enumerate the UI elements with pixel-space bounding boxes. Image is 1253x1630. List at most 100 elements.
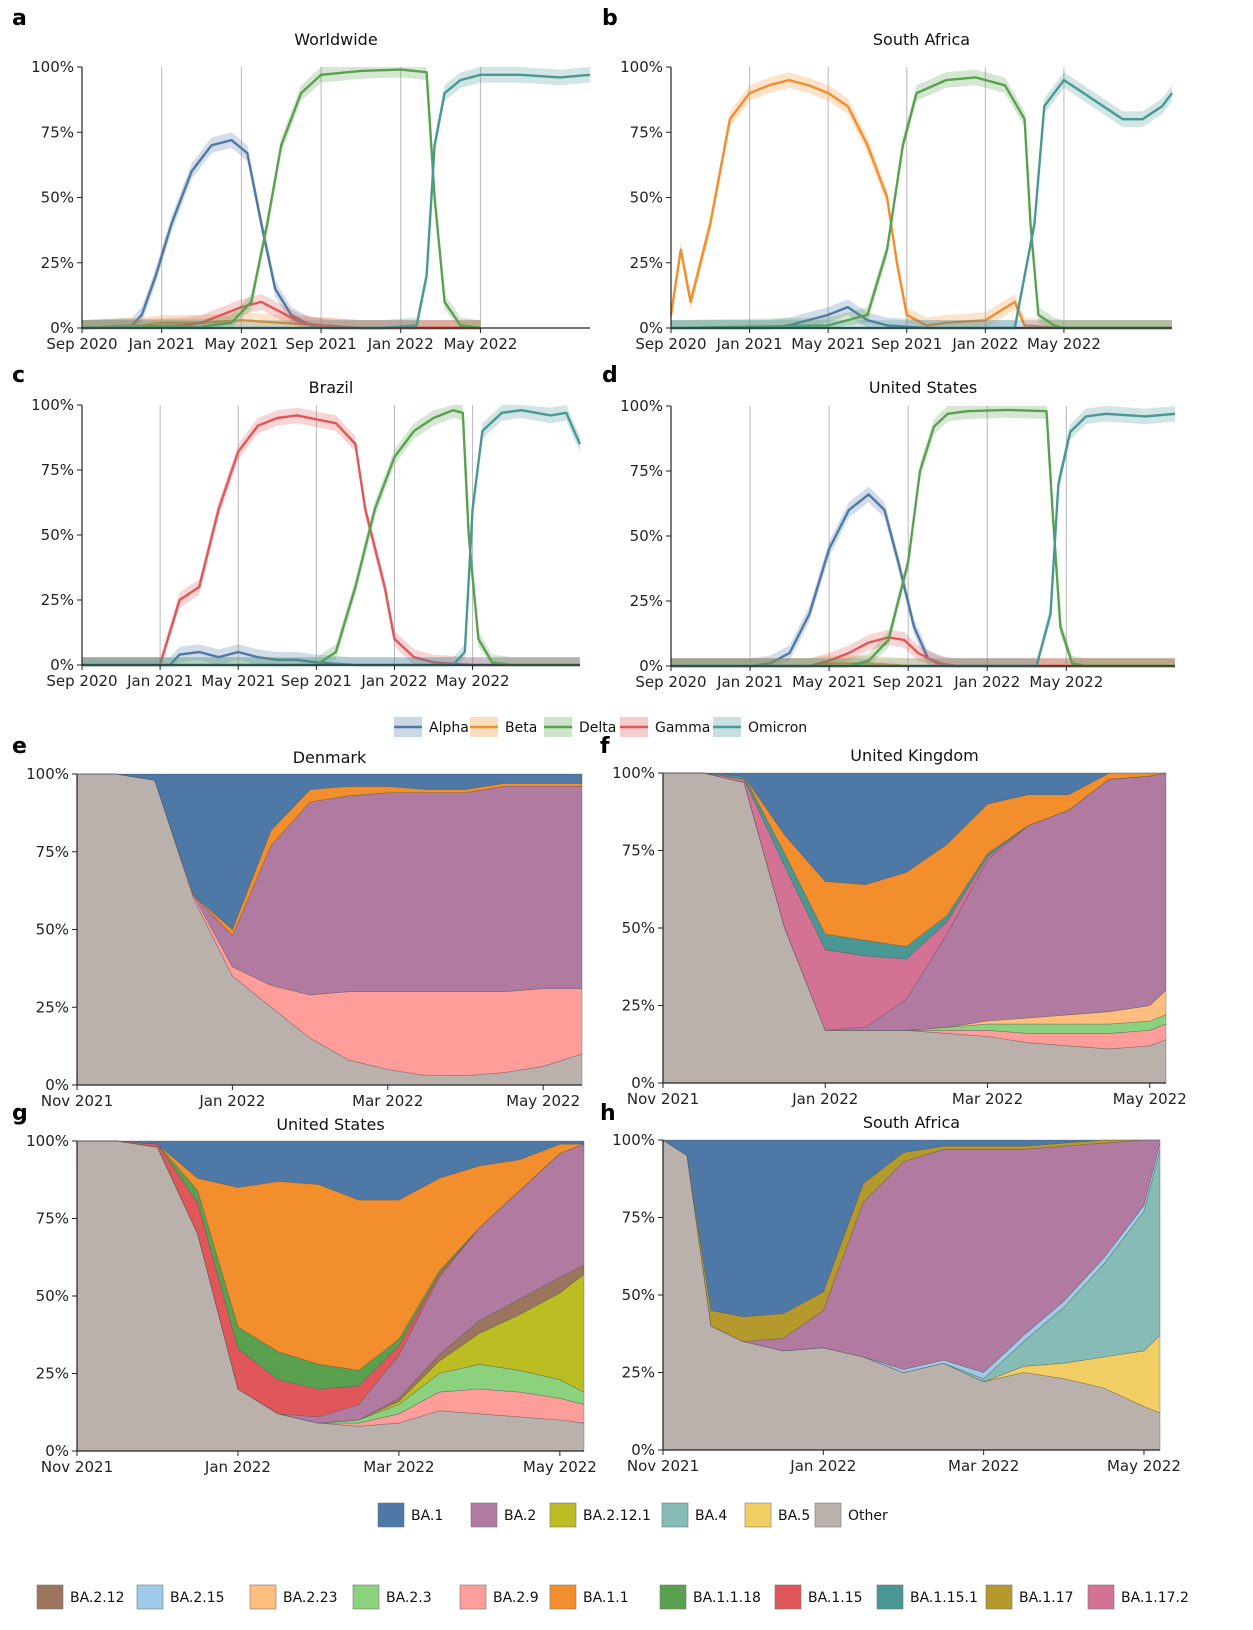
- x-tick-label: Nov 2021: [627, 1457, 699, 1475]
- area-ba-1: [661, 1139, 1160, 1318]
- legend-item-beta: Beta: [470, 717, 537, 737]
- x-tick-label: Jan 2022: [953, 673, 1020, 691]
- y-tick-label: 25%: [630, 592, 663, 610]
- x-tick-label: Mar 2022: [363, 1458, 434, 1476]
- series-line-omicron: [82, 409, 582, 667]
- x-tick-label: Sep 2021: [871, 335, 942, 353]
- legend-swatch: [459, 1584, 487, 1610]
- legend-item: BA.1.1.18: [659, 1584, 761, 1610]
- y-tick-label: 25%: [622, 997, 655, 1015]
- y-tick-label: 100%: [612, 764, 655, 782]
- panel-d: d United States 0% 25% 50% 75% 100% Sep 2020 Jan…: [602, 363, 1176, 691]
- legend-label: BA.1.17.2: [1121, 1590, 1189, 1606]
- series-band-gamma: [82, 407, 580, 665]
- y-tick-label: 100%: [26, 765, 69, 783]
- y-tick-label: 100%: [31, 396, 74, 414]
- legend-label: BA.2.12: [70, 1590, 125, 1606]
- legend-swatch: [549, 1584, 577, 1610]
- series-line-alpha: [82, 650, 580, 667]
- panel-label: h: [600, 1101, 616, 1126]
- legend-swatch: [549, 1502, 577, 1528]
- legend-label: BA.2.12.1: [583, 1508, 651, 1524]
- legend-swatch: [470, 1502, 498, 1528]
- series-band-omicron: [82, 405, 580, 665]
- panel-label: a: [12, 6, 27, 31]
- series-band-delta: [82, 405, 580, 665]
- series-line-alpha: [81, 138, 481, 330]
- panel-label: g: [12, 1101, 28, 1126]
- legend-label: Alpha: [429, 720, 469, 736]
- legend-swatch: [744, 1502, 772, 1528]
- y-tick-label: 25%: [622, 1364, 655, 1382]
- legend-item: BA.2.23: [249, 1584, 338, 1610]
- series-line-alpha: [671, 493, 1175, 668]
- legend-label: BA.1.15: [808, 1590, 863, 1606]
- x-tick-label: Jan 2022: [367, 335, 434, 353]
- series-line-gamma: [81, 300, 481, 330]
- series-band-delta: [671, 406, 1175, 666]
- x-tick-label: May 2022: [443, 335, 517, 353]
- x-tick-label: Sep 2020: [635, 335, 706, 353]
- x-tick-label: Jan 2022: [789, 1457, 856, 1475]
- y-tick-label: 0%: [631, 1441, 655, 1459]
- y-tick-label: 75%: [630, 123, 663, 141]
- y-tick-label: 75%: [41, 461, 74, 479]
- legend-label: Delta: [579, 720, 616, 736]
- legend-item: BA.1.15: [774, 1584, 863, 1610]
- panel-a: a Worldwide 0% 25% 50% 75% 100% Sep 2020 Jan 202…: [12, 6, 591, 353]
- x-tick-label: Nov 2021: [41, 1458, 113, 1476]
- legend-variants: Alpha Beta Delta Gamma Omicron: [394, 717, 807, 737]
- panel-title: United States: [869, 378, 977, 397]
- y-tick-label: 0%: [45, 1076, 69, 1094]
- x-tick-label: Sep 2020: [46, 335, 117, 353]
- legend-label: BA.4: [695, 1508, 727, 1524]
- area-ba-1: [77, 773, 583, 931]
- legend-label: BA.2.15: [170, 1590, 225, 1606]
- y-tick-label: 25%: [36, 1365, 69, 1383]
- series-band-beta: [82, 312, 481, 328]
- series-band-alpha: [82, 644, 580, 665]
- x-tick-label: Mar 2022: [952, 1090, 1023, 1108]
- legend-item: BA.1.17: [985, 1584, 1074, 1610]
- panel-g: g United States 0% 25% 50% 75% 100% Nov 2021 Jan…: [12, 1101, 597, 1476]
- series-line-delta: [670, 76, 1172, 330]
- y-tick-label: 100%: [620, 397, 663, 415]
- legend-label: Gamma: [655, 720, 710, 736]
- legend-item-delta: Delta: [544, 717, 616, 737]
- legend-swatch: [352, 1584, 380, 1610]
- legend-item: BA.1.1: [549, 1584, 629, 1610]
- y-tick-label: 50%: [41, 526, 74, 544]
- x-tick-label: May 2022: [506, 1092, 580, 1110]
- panel-title: United Kingdom: [850, 746, 978, 765]
- panel-title: United States: [276, 1115, 384, 1134]
- panel-title: Denmark: [293, 748, 367, 767]
- series-line-beta: [669, 78, 1172, 330]
- series-band-beta: [671, 655, 1175, 666]
- legend-swatch: [1087, 1584, 1115, 1610]
- series-band-alpha: [671, 486, 1175, 666]
- x-tick-label: Mar 2022: [352, 1092, 423, 1110]
- legend-swatch: [249, 1584, 277, 1610]
- legend-label: BA.2: [504, 1508, 536, 1524]
- legend-swatch: [661, 1502, 689, 1528]
- x-tick-label: Sep 2021: [873, 673, 944, 691]
- series-line-omicron: [671, 78, 1173, 330]
- x-tick-label: May 2022: [1027, 335, 1101, 353]
- panel-label: f: [600, 734, 610, 759]
- series-line-delta: [82, 409, 580, 667]
- y-tick-label: 25%: [41, 591, 74, 609]
- legend-item-alpha: Alpha: [394, 717, 469, 737]
- panel-e: e Denmark 0% 25% 50% 75% 100% Nov 2021 Jan 2022 M…: [12, 734, 583, 1110]
- y-tick-label: 100%: [31, 58, 74, 76]
- series-line-delta: [81, 68, 481, 330]
- panel-c: c Brazil 0% 25% 50% 75% 100% Sep 2020 Jan 2021 Ma…: [12, 363, 582, 690]
- series-band-delta: [82, 67, 481, 328]
- area-ba-1: [663, 772, 1166, 885]
- y-tick-label: 75%: [36, 843, 69, 861]
- panel-label: e: [12, 734, 27, 759]
- x-tick-label: May 2022: [1113, 1090, 1187, 1108]
- panel-h: h South Africa 0% 25% 50% 75% 100% Nov 2021 Jan …: [600, 1101, 1181, 1475]
- legend-item: BA.2.9: [459, 1584, 539, 1610]
- legend-lineages-row1: BA.1 BA.2 BA.2.12.1 BA.4 BA.5 Other: [377, 1502, 888, 1528]
- panel-title: Worldwide: [294, 30, 377, 49]
